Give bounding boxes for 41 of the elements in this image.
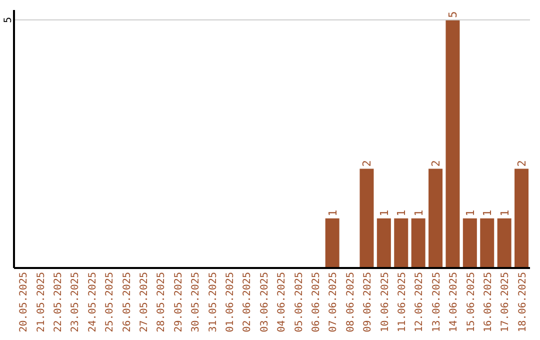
data-label: 1 <box>481 210 494 216</box>
x-tick-label: 31.05.2025 <box>208 272 219 332</box>
x-tick-label: 13.06.2025 <box>431 272 442 332</box>
x-tick-label: 05.06.2025 <box>294 272 305 332</box>
x-tick-label: 20.05.2025 <box>18 272 30 332</box>
x-tick-label: 15.06.2025 <box>466 272 477 332</box>
x-tick-label: 10.06.2025 <box>380 272 391 332</box>
x-tick-label: 02.06.2025 <box>242 272 254 332</box>
x-tick-label: 08.06.2025 <box>345 272 356 332</box>
x-tick-label: 23.05.2025 <box>70 272 82 332</box>
data-label: 1 <box>395 210 408 216</box>
x-tick-label: 26.05.2025 <box>122 272 133 332</box>
data-label: 5 <box>446 11 460 18</box>
x-tick-label: 24.05.2025 <box>87 272 98 332</box>
data-label: 1 <box>464 210 477 216</box>
x-tick-label: 22.05.2025 <box>53 272 64 332</box>
data-label: 2 <box>516 160 529 167</box>
x-tick-label: 09.06.2025 <box>362 272 374 332</box>
x-tick-label: 07.06.2025 <box>328 272 340 332</box>
x-tick-label: 30.05.2025 <box>190 272 202 332</box>
data-label: 1 <box>326 210 340 216</box>
x-tick-label: 16.06.2025 <box>483 272 494 332</box>
x-tick-label: 17.06.2025 <box>500 272 512 332</box>
x-tick-label: 21.05.2025 <box>36 272 47 332</box>
data-label: 1 <box>378 210 391 216</box>
data-label: 2 <box>430 160 443 167</box>
data-label: 1 <box>498 210 512 216</box>
data-label: 2 <box>360 160 374 167</box>
x-tick-label: 18.06.2025 <box>517 272 528 332</box>
x-tick-label: 27.05.2025 <box>139 272 150 332</box>
x-tick-label: 25.05.2025 <box>104 272 116 332</box>
x-tick-label: 03.06.2025 <box>259 272 270 332</box>
x-tick-label: 11.06.2025 <box>397 272 408 332</box>
x-tick-label: 12.06.2025 <box>414 272 426 332</box>
x-tick-label: 06.06.2025 <box>311 272 322 332</box>
data-label: 1 <box>412 210 426 216</box>
x-tick-label: 14.06.2025 <box>448 272 460 332</box>
x-tick-label: 04.06.2025 <box>276 272 288 332</box>
x-tick-label: 29.05.2025 <box>173 272 184 332</box>
x-tick-label: 01.06.2025 <box>225 272 236 332</box>
x-tick-label: 28.05.2025 <box>156 272 168 332</box>
